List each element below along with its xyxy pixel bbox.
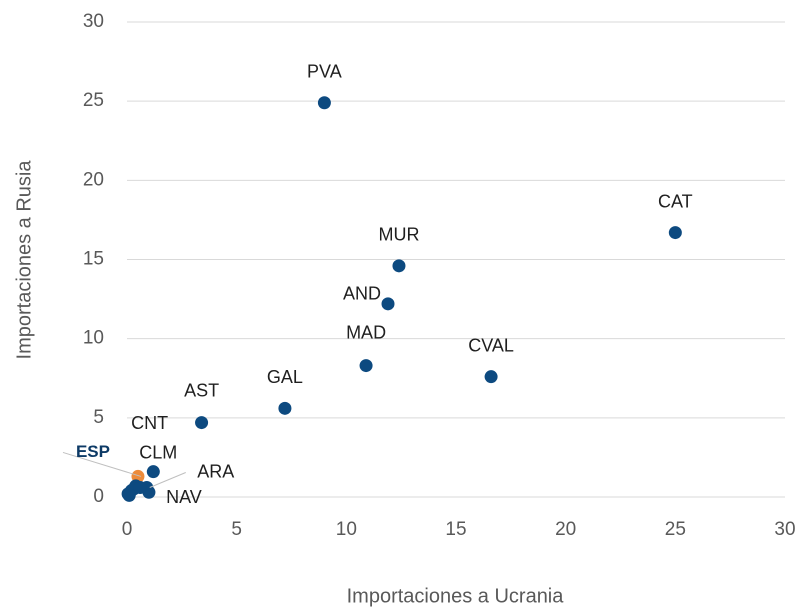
x-tick-label: 25 [665, 519, 686, 540]
point [133, 481, 147, 494]
y-tick-label: 5 [93, 407, 104, 428]
point-label: CVAL [468, 335, 514, 355]
point [359, 359, 373, 373]
point-label: ARA [197, 461, 234, 481]
point-label: PVA [307, 62, 342, 82]
point-label: CNT [131, 413, 168, 433]
point-label: CAT [658, 191, 693, 211]
point [278, 401, 292, 415]
point [195, 416, 209, 430]
point-label: ESP [76, 442, 110, 461]
x-tick-label: 20 [555, 519, 576, 540]
point-label: AND [343, 284, 381, 304]
y-tick-label: 25 [83, 90, 104, 111]
y-tick-label: 0 [93, 486, 104, 507]
point [381, 297, 395, 311]
point [668, 226, 682, 240]
y-tick-label: 20 [83, 169, 104, 190]
x-tick-label: 0 [122, 519, 133, 540]
point [146, 465, 160, 479]
point [392, 259, 406, 273]
x-tick-label: 15 [445, 519, 466, 540]
leader-line [62, 451, 142, 477]
y-tick-label: 10 [83, 328, 104, 349]
point [484, 370, 498, 384]
point-label: MAD [346, 322, 386, 342]
y-axis-title: Importaciones a Rusia [13, 160, 35, 360]
y-tick-label: 15 [83, 249, 104, 270]
x-tick-label: 30 [774, 519, 795, 540]
point-label: CLM [139, 442, 177, 462]
point [121, 487, 135, 501]
point-label: NAV [166, 487, 202, 507]
x-tick-label: 5 [231, 519, 242, 540]
x-tick-label: 10 [336, 519, 357, 540]
point-label: AST [184, 380, 219, 400]
point-label: GAL [267, 367, 303, 387]
x-axis-title: Importaciones a Ucrania [347, 585, 565, 607]
point [317, 96, 331, 110]
leader-line [149, 472, 186, 488]
y-tick-label: 30 [83, 11, 104, 32]
point-label: MUR [378, 225, 419, 245]
